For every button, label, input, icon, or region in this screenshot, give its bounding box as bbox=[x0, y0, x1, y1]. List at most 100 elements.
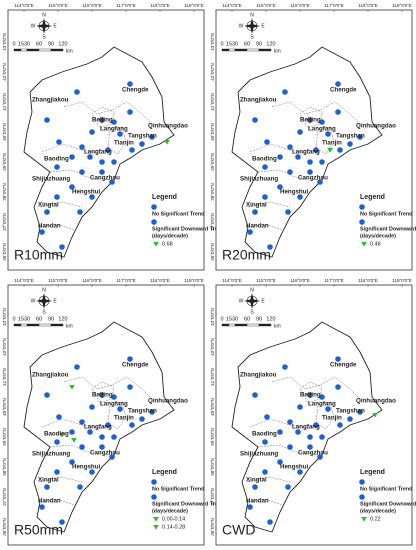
compass-w: W bbox=[239, 23, 244, 29]
boundary bbox=[271, 376, 361, 400]
latitude-label: 37°0'0"N bbox=[2, 213, 7, 231]
station bbox=[297, 469, 303, 475]
station bbox=[74, 364, 80, 370]
city-label: Hengshui bbox=[280, 189, 308, 196]
boundary bbox=[299, 106, 323, 129]
boundary bbox=[41, 418, 103, 430]
city-label: Zhangjiakou bbox=[32, 97, 69, 104]
longitude-label: 116°0'0"E bbox=[82, 278, 101, 283]
legend-unit: (days/decade) bbox=[152, 508, 188, 514]
station bbox=[262, 164, 268, 170]
legend-dot bbox=[359, 494, 365, 500]
station bbox=[99, 117, 105, 123]
scale-segment bbox=[38, 323, 52, 327]
station bbox=[347, 416, 353, 422]
station bbox=[277, 429, 283, 435]
station bbox=[307, 117, 313, 123]
boundary bbox=[63, 101, 153, 125]
boundary bbox=[315, 126, 335, 155]
panel-label: R50mm bbox=[14, 522, 63, 538]
scale-segment bbox=[221, 48, 230, 52]
scale-label: 60 bbox=[36, 316, 42, 322]
station bbox=[252, 392, 258, 398]
scale-label: 15 bbox=[18, 316, 24, 322]
city-label: Langfang bbox=[308, 126, 336, 133]
legend-down-trend: Significant Downward Trend bbox=[152, 501, 224, 507]
station bbox=[79, 169, 85, 175]
legend-no-trend: No Significant Trend bbox=[360, 486, 412, 492]
longitude-label: 116°0'0"E bbox=[290, 278, 309, 283]
city-label: Baoding bbox=[252, 431, 277, 438]
station bbox=[267, 519, 273, 525]
latitude-label: 41°0'0"N bbox=[2, 93, 7, 111]
city-label: Langfang bbox=[292, 149, 320, 156]
station bbox=[87, 154, 93, 160]
station bbox=[69, 459, 75, 465]
significant-station bbox=[69, 385, 75, 390]
city-label: Shijiazhuang bbox=[240, 176, 278, 183]
station bbox=[295, 429, 301, 435]
city-label: Qinhuangdao bbox=[148, 398, 188, 405]
station bbox=[337, 422, 343, 428]
scale-segment bbox=[50, 323, 64, 327]
latitude-label: 43°0'0"N bbox=[2, 308, 7, 326]
scale-segment bbox=[246, 323, 260, 327]
compass-needle bbox=[36, 293, 52, 309]
station bbox=[99, 169, 105, 175]
scale-segment bbox=[26, 48, 40, 52]
station bbox=[335, 384, 341, 390]
station bbox=[357, 409, 363, 415]
city-label: Cangzhou bbox=[298, 175, 328, 182]
latitude-label: 43°0'0"N bbox=[210, 308, 215, 326]
station bbox=[69, 154, 75, 160]
station bbox=[69, 429, 75, 435]
map-panel: 114°0'0"E 115°0'0"E 116°0'0"E 117°0'0"E 118°… bbox=[2, 3, 224, 271]
longitude-label: 119°0'0"E bbox=[184, 3, 203, 8]
longitude-label: 119°0'0"E bbox=[392, 278, 411, 283]
scale-label: 15 bbox=[226, 41, 232, 47]
station bbox=[307, 444, 313, 450]
station bbox=[109, 179, 115, 185]
station bbox=[307, 159, 313, 165]
latitude-label: 36°0'0"N bbox=[210, 243, 215, 261]
city-label: Baoding bbox=[252, 156, 277, 163]
compass-n: N bbox=[42, 12, 46, 18]
scale-label: 60 bbox=[244, 316, 250, 322]
legend-down-trend: Significant Downward Trend bbox=[360, 501, 416, 507]
province-outline bbox=[23, 46, 175, 258]
boundary bbox=[107, 126, 127, 155]
longitude-label: 117°0'0"E bbox=[116, 3, 135, 8]
station bbox=[56, 414, 62, 420]
legend-value: 0.22 bbox=[370, 516, 381, 522]
station bbox=[139, 141, 145, 147]
city-label: Hengshui bbox=[72, 189, 100, 196]
station bbox=[111, 119, 117, 125]
scale-label: 30 bbox=[232, 316, 238, 322]
city-label: Cangzhou bbox=[298, 450, 328, 457]
station bbox=[247, 504, 253, 510]
station bbox=[89, 469, 95, 475]
city-label: Zhangjiakou bbox=[240, 97, 277, 104]
station bbox=[325, 131, 331, 137]
station bbox=[89, 404, 95, 410]
station bbox=[79, 144, 85, 150]
legend-unit: (days/decade) bbox=[360, 508, 396, 514]
legend-value: 0.14-0.28 bbox=[162, 524, 185, 530]
legend-dot bbox=[359, 204, 365, 210]
city-label: Xingtai bbox=[38, 477, 59, 484]
latitude-label: 40°0'0"N bbox=[210, 123, 215, 141]
latitude-label: 43°0'0"N bbox=[210, 33, 215, 51]
longitude-label: 115°0'0"E bbox=[48, 3, 67, 8]
province-outline bbox=[231, 321, 383, 533]
significant-station bbox=[153, 242, 159, 247]
scale-label: 15 bbox=[226, 316, 232, 322]
city-label: Chengde bbox=[122, 362, 149, 369]
compass-s: S bbox=[250, 309, 254, 315]
panel-label: R20mm bbox=[222, 247, 271, 263]
scale-unit: km bbox=[66, 48, 73, 54]
city-label: Xingtai bbox=[246, 202, 267, 209]
city-label: Langfang bbox=[100, 126, 128, 133]
scale-segment bbox=[228, 48, 236, 52]
latitude-label: 38°0'0"N bbox=[210, 458, 215, 476]
station bbox=[313, 422, 319, 428]
